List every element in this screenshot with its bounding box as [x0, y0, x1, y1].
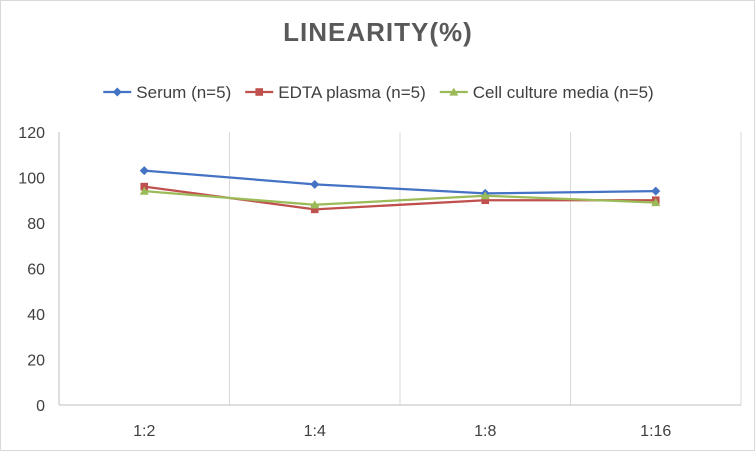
data-point	[310, 179, 320, 189]
series-line	[144, 190, 656, 206]
legend-item-1: Serum (n=5)	[103, 83, 231, 102]
y-tick-label: 40	[27, 307, 45, 324]
data-point	[481, 196, 490, 205]
series-group	[139, 166, 661, 214]
data-point	[310, 200, 320, 209]
legend: Serum (n=5) EDTA plasma (n=5) Cell culture…	[103, 83, 654, 102]
series-1	[139, 166, 661, 198]
legend-label: Cell culture media (n=5)	[473, 83, 654, 102]
legend-marker	[112, 87, 122, 97]
legend-marker	[449, 87, 459, 96]
data-point	[139, 186, 149, 195]
data-point	[480, 191, 490, 200]
series-3	[139, 186, 661, 209]
chart-title: LINEARITY(%)	[283, 17, 473, 47]
legend-label: EDTA plasma (n=5)	[278, 83, 426, 102]
x-tick-label: 1:2	[133, 423, 155, 440]
series-line	[144, 169, 656, 195]
data-point	[651, 186, 661, 196]
x-tick-label: 1:8	[474, 423, 496, 440]
grid-lines	[229, 132, 742, 405]
y-tick-label: 60	[27, 262, 45, 279]
legend-marker	[255, 88, 264, 96]
data-point	[139, 166, 149, 176]
y-tick-label: 100	[18, 171, 45, 188]
legend-item-3: Cell culture media (n=5)	[439, 83, 654, 102]
legend-label: Serum (n=5)	[136, 83, 231, 102]
x-tick-label: 1:16	[640, 423, 671, 440]
axes: 0 20 40 60 80 100 120 1:2 1:4 1:8 1:16	[18, 125, 741, 440]
y-tick-label: 80	[27, 216, 45, 233]
legend-item-2: EDTA plasma (n=5)	[245, 83, 426, 102]
y-tick-label: 0	[36, 398, 45, 415]
data-point	[310, 205, 319, 214]
data-point	[140, 182, 149, 191]
y-tick-label: 20	[27, 353, 45, 370]
data-point	[651, 198, 661, 207]
x-tick-label: 1:4	[304, 423, 326, 440]
y-tick-label: 120	[18, 125, 45, 142]
